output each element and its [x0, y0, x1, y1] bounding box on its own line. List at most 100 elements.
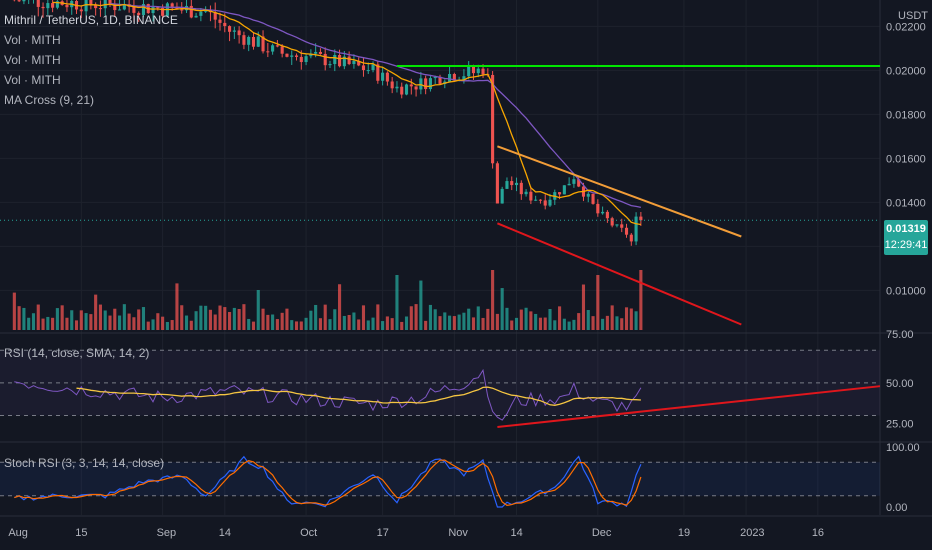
volume-bar [108, 315, 112, 330]
candle-body [189, 5, 193, 18]
volume-bar [290, 320, 294, 330]
rsi-label[interactable]: RSI (14, close, SMA, 14, 2) [4, 346, 150, 360]
ma-slow-line [109, 2, 642, 209]
candle-body [357, 60, 361, 66]
candle-body [424, 78, 428, 90]
candle-body [218, 19, 222, 23]
volume-bar [510, 320, 514, 330]
candle-body [629, 234, 633, 242]
candle-body [519, 182, 523, 195]
volume-indicator-label[interactable]: Vol · MITH [4, 33, 61, 47]
volume-bar [443, 312, 447, 330]
volume-bar [175, 283, 179, 330]
volume-indicator-label[interactable]: Vol · MITH [4, 53, 61, 67]
volume-bar [118, 315, 122, 330]
volume-bar [208, 309, 212, 330]
volume-bar [165, 321, 169, 330]
candle-body [548, 199, 552, 206]
candle-body [180, 9, 184, 11]
volume-bar [409, 306, 413, 330]
candle-body [232, 30, 236, 32]
candle-body [414, 86, 418, 90]
candle-body [419, 78, 423, 90]
rsi-ma-line [76, 386, 641, 406]
candle-body [366, 70, 370, 72]
candle-body [256, 36, 260, 47]
volume-bar [620, 318, 624, 330]
volume-bar [304, 317, 308, 330]
stoch-rsi-label[interactable]: Stoch RSI (3, 3, 14, 14, close) [4, 456, 165, 470]
candle-body [510, 181, 514, 186]
volume-indicator-label[interactable]: Vol · MITH [4, 73, 61, 87]
volume-bar [31, 313, 36, 330]
volume-bar [371, 317, 375, 330]
volume-bar [462, 312, 466, 330]
volume-bar [70, 310, 74, 330]
volume-bar [395, 275, 399, 330]
candle-body [113, 3, 117, 11]
rsi-line [14, 368, 642, 421]
candle-body [352, 60, 356, 65]
candle-body [314, 51, 318, 54]
candle-body [261, 36, 265, 52]
symbol-title[interactable]: Mithril / TetherUS, 1D, BINANCE [4, 13, 178, 27]
candle-body [132, 6, 136, 13]
volume-bar [65, 317, 69, 330]
candle-body [610, 218, 614, 226]
stoch-axis-label: 100.00 [886, 442, 920, 454]
volume-bar [79, 310, 83, 330]
current-price-tag: 0.01319 12:29:41 [884, 220, 928, 255]
candle-body [328, 64, 332, 66]
candle-body [275, 45, 279, 47]
candle-body [596, 203, 600, 214]
candle-body [36, 0, 40, 7]
candle-body [471, 66, 476, 74]
trendline-lower [497, 222, 742, 326]
price-axis-label: 0.01600 [886, 153, 926, 165]
time-axis-label: Aug [8, 527, 28, 539]
volume-bar [553, 320, 557, 330]
volume-bar [189, 320, 193, 330]
volume-bar [577, 313, 581, 330]
candle-body [309, 53, 313, 57]
volume-bar [376, 304, 380, 330]
volume-bar [538, 317, 542, 330]
time-axis-label: Oct [300, 527, 317, 539]
candle-body [65, 4, 69, 8]
volume-bar [12, 292, 16, 330]
volume-bar [342, 315, 346, 330]
volume-bar [103, 310, 107, 330]
candle-body [495, 163, 499, 204]
volume-bar [390, 318, 394, 330]
volume-bar [357, 319, 361, 330]
volume-bar [629, 308, 633, 330]
time-axis-label: 14 [511, 527, 523, 539]
candle-body [514, 182, 519, 186]
volume-bar [55, 308, 59, 330]
candle-body [271, 45, 275, 52]
volume-bar [558, 306, 562, 330]
volume-bar [141, 307, 146, 330]
candle-body [46, 3, 50, 9]
volume-bar [60, 305, 64, 330]
volume-bar [414, 304, 418, 330]
volume-bar [261, 308, 265, 330]
volume-bar [314, 304, 318, 330]
candle-body [615, 224, 619, 226]
candle-body [223, 22, 227, 27]
volume-bar [318, 318, 322, 330]
candle-body [385, 72, 389, 82]
volume-bar [562, 318, 566, 330]
volume-bar [361, 305, 366, 330]
candle-body [438, 76, 442, 84]
candle-body [89, 0, 93, 5]
candle-body [448, 74, 452, 82]
candle-body [591, 193, 595, 204]
candle-body [624, 227, 629, 235]
candle-body [22, 0, 26, 2]
volume-bar [46, 316, 50, 330]
ma-cross-label[interactable]: MA Cross (9, 21) [4, 93, 95, 107]
volume-bar [146, 321, 150, 330]
stoch-k-line [14, 455, 642, 508]
